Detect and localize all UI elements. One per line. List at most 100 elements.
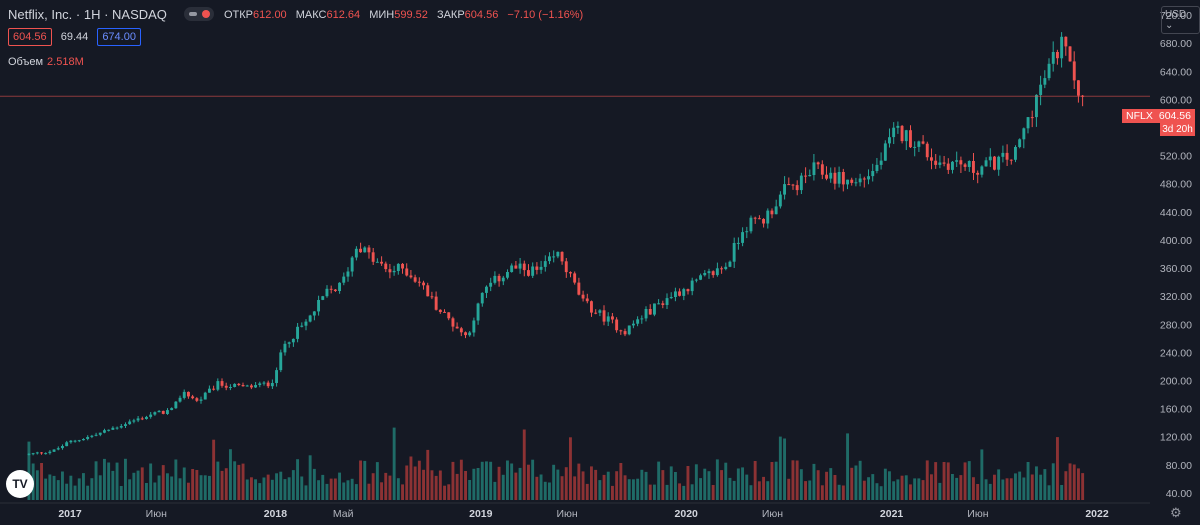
volume-bar <box>73 485 77 500</box>
candle-body <box>485 286 488 293</box>
volume-bar <box>258 483 262 500</box>
x-tick-label: Май <box>333 508 354 520</box>
y-tick-label: 640.00 <box>1160 66 1192 78</box>
candle-body <box>598 310 602 313</box>
volume-bar <box>736 468 740 500</box>
candle-body <box>770 210 774 215</box>
candle-body <box>514 265 518 269</box>
volume-bar <box>367 483 371 500</box>
candle-body <box>846 179 849 185</box>
volume-bar <box>808 480 812 500</box>
candle-body <box>795 185 799 191</box>
open-label: ОТКР <box>224 9 254 21</box>
volume-bar <box>291 470 295 500</box>
candle-body <box>300 325 304 327</box>
spread-value: 69.44 <box>60 31 89 43</box>
candle-body <box>31 453 35 455</box>
candle-body <box>925 143 929 158</box>
candle-body <box>178 397 182 402</box>
candle-body <box>464 332 467 336</box>
volume-bar <box>1035 466 1038 500</box>
candle-body <box>1009 159 1013 161</box>
volume-bar <box>375 462 379 500</box>
volume-bar <box>56 480 60 500</box>
candle-body <box>61 446 64 449</box>
volume-bar <box>1081 473 1085 500</box>
volume-bar <box>535 476 539 500</box>
volume-legend[interactable]: Объем 2.518M <box>8 56 84 68</box>
volume-bar <box>976 484 980 500</box>
currency-dropdown[interactable]: USD ⌄ <box>1161 6 1200 34</box>
volume-bar <box>862 480 866 500</box>
volume-bar <box>434 475 438 500</box>
volume-bar <box>774 461 778 500</box>
volume-bar <box>837 484 841 500</box>
candle-body <box>359 248 362 253</box>
candle-body <box>1022 128 1026 140</box>
candle-body <box>808 175 812 177</box>
y-tick-label: 120.00 <box>1160 432 1192 444</box>
candle-body <box>1068 46 1072 62</box>
candle-body <box>678 291 681 296</box>
candle-body <box>245 385 249 387</box>
candle-body <box>472 320 476 333</box>
volume-bar <box>111 470 115 500</box>
candle-body <box>317 300 320 312</box>
volume-bar <box>711 485 715 500</box>
volume-bar <box>447 484 451 500</box>
volume-bar <box>644 471 648 500</box>
candle-body <box>993 156 996 170</box>
candle-body <box>707 271 711 274</box>
candle-body <box>270 383 274 387</box>
candle-body <box>829 172 833 179</box>
volume-bar <box>888 471 891 500</box>
volume-bar <box>997 469 1001 500</box>
volume-bar <box>787 478 791 500</box>
close-value: 604.56 <box>464 9 499 21</box>
volume-bar <box>804 481 807 500</box>
volume-bar <box>338 472 341 500</box>
candle-body <box>972 161 975 173</box>
candle-body <box>237 383 241 385</box>
candle-body <box>892 127 896 138</box>
candle-body <box>611 316 614 320</box>
volume-bar <box>531 459 535 500</box>
symbol-title[interactable]: Netflix, Inc. · 1H · NASDAQ <box>8 7 167 22</box>
candle-body <box>262 382 266 384</box>
volume-bar <box>825 471 828 500</box>
volume-bar <box>27 441 31 500</box>
candle-body <box>375 261 379 263</box>
candle-body <box>573 273 577 283</box>
candle-body <box>111 427 115 430</box>
candle-body <box>90 435 94 437</box>
volume-bar <box>1072 464 1076 500</box>
candle-body <box>942 162 946 164</box>
gear-icon[interactable]: ⚙ <box>1170 505 1182 520</box>
volume-bar <box>266 474 270 500</box>
candle-body <box>434 296 438 310</box>
volume-bar <box>422 469 425 500</box>
candle-body <box>312 311 316 316</box>
last-price-box[interactable]: 604.56 <box>8 28 52 46</box>
candle-body <box>938 162 942 165</box>
candle-body <box>686 289 690 292</box>
volume-bar <box>611 485 614 500</box>
candle-body <box>208 388 211 393</box>
candle-body <box>564 261 568 273</box>
volume-bar <box>854 465 858 500</box>
eye-toggle-icon[interactable] <box>184 7 215 21</box>
volume-bar <box>224 468 228 500</box>
last-price-label: NFLX 604.56 <box>1122 109 1195 123</box>
volume-bar <box>195 470 199 500</box>
y-tick-label: 200.00 <box>1160 376 1192 388</box>
candle-body <box>1051 52 1055 64</box>
volume-bar <box>216 461 220 500</box>
candle-body <box>749 217 753 232</box>
candle-body <box>720 268 723 270</box>
volume-bar <box>354 484 358 500</box>
volume-bar <box>967 461 971 500</box>
tradingview-logo-icon[interactable]: TV <box>6 470 34 498</box>
volume-label: Объем <box>8 56 44 68</box>
ask-price-box[interactable]: 674.00 <box>97 28 141 46</box>
